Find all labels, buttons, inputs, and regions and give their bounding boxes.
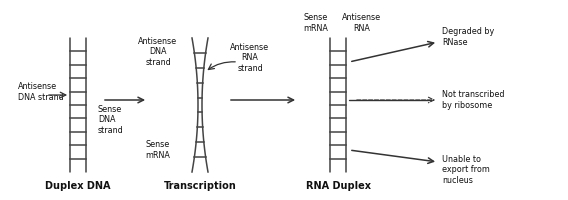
Text: Sense
mRNA: Sense mRNA [145, 140, 170, 160]
Text: Antisense
RNA
strand: Antisense RNA strand [231, 43, 270, 73]
Text: Unable to
export from
nucleus: Unable to export from nucleus [442, 155, 490, 185]
Text: Antisense
DNA
strand: Antisense DNA strand [139, 37, 178, 67]
Text: Antisense
RNA: Antisense RNA [343, 13, 382, 33]
Text: Sense
DNA
strand: Sense DNA strand [98, 105, 124, 135]
Text: Sense
mRNA: Sense mRNA [303, 13, 328, 33]
Text: Not transcribed
by ribosome: Not transcribed by ribosome [442, 90, 504, 110]
Text: Duplex DNA: Duplex DNA [45, 181, 111, 191]
Text: RNA Duplex: RNA Duplex [306, 181, 370, 191]
Text: Degraded by
RNase: Degraded by RNase [442, 27, 494, 47]
Text: Antisense
DNA strand: Antisense DNA strand [18, 82, 64, 102]
Text: Transcription: Transcription [164, 181, 236, 191]
